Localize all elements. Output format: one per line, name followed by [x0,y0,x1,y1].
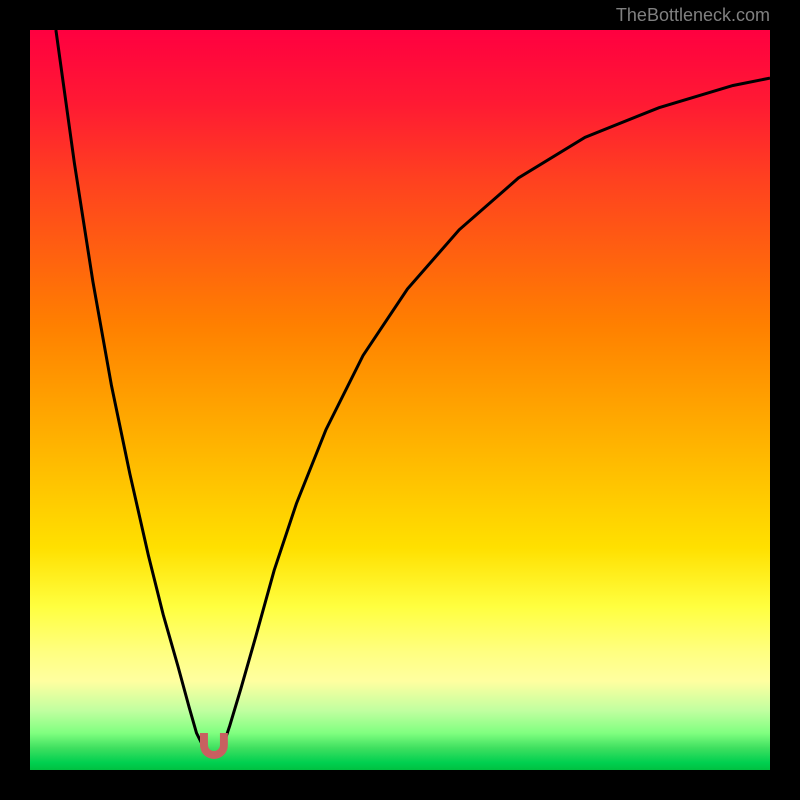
curve-left-branch [56,30,204,748]
curve-right-branch [222,78,770,748]
bottleneck-curve [30,30,770,770]
watermark-text: TheBottleneck.com [616,5,770,26]
chart-plot-area [30,30,770,770]
